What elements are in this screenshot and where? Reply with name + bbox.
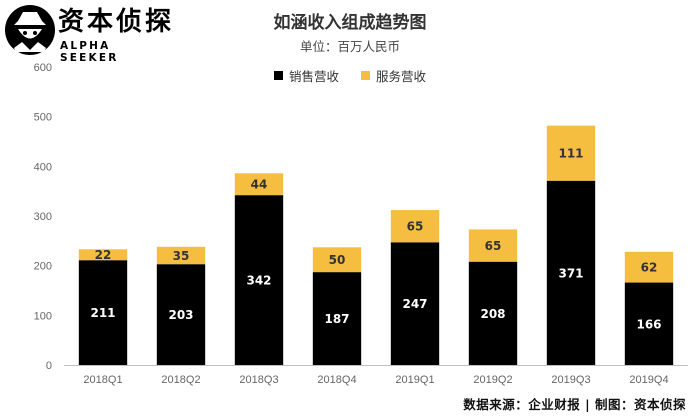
data-label-service: 111	[558, 147, 583, 161]
y-tick-label: 400	[34, 161, 52, 173]
data-label-service: 35	[173, 249, 190, 263]
data-label-sales: 187	[324, 312, 349, 326]
bar-sales	[546, 180, 596, 365]
x-tick-label: 2019Q3	[551, 374, 590, 386]
detective-icon	[5, 5, 55, 55]
data-label-sales: 247	[402, 297, 427, 311]
y-tick-label: 600	[34, 62, 52, 74]
source-note: 数据来源：企业财报 | 制图：资本侦探	[463, 397, 686, 412]
chart-title: 如涵收入组成趋势图	[273, 13, 427, 33]
legend-swatch-sales	[273, 71, 283, 80]
data-label-sales: 166	[636, 317, 661, 331]
bar-sales	[312, 272, 362, 365]
x-tick-label: 2019Q1	[395, 374, 434, 386]
bar-sales	[234, 195, 284, 365]
bar-service	[624, 251, 674, 283]
chart-subtitle: 单位：百万人民币	[299, 39, 400, 54]
bar-sales	[468, 261, 518, 365]
y-tick-label: 0	[46, 360, 52, 372]
data-label-sales: 203	[168, 308, 193, 322]
bar-sales	[78, 260, 128, 365]
x-tick-label: 2018Q1	[83, 374, 122, 386]
data-label-sales: 371	[558, 266, 583, 280]
bar-service	[468, 229, 518, 262]
y-tick-label: 100	[34, 310, 52, 322]
legend-label-service: 服务营收	[376, 69, 427, 84]
data-label-sales: 342	[246, 274, 271, 288]
brand-name: 资本侦探	[58, 7, 175, 37]
legend-label-sales: 销售营收	[288, 69, 339, 84]
legend-swatch-service	[361, 71, 370, 80]
y-tick-label: 300	[34, 211, 52, 223]
bar-service	[78, 249, 128, 261]
x-tick-label: 2018Q3	[239, 374, 278, 386]
chart-legend: 销售营收 服务营收	[0, 66, 700, 85]
data-label-service: 22	[95, 248, 112, 262]
data-label-service: 62	[641, 261, 658, 275]
bar-sales	[624, 282, 674, 365]
brand-tagline: ALPHA SEEKER	[60, 40, 119, 64]
bar-sales	[390, 242, 440, 365]
bar-service	[546, 125, 596, 181]
legend-item-service: 服务营收	[361, 66, 426, 85]
data-label-service: 65	[485, 239, 502, 253]
x-tick-label: 2018Q2	[161, 374, 200, 386]
y-tick-label: 500	[34, 112, 52, 124]
data-label-service: 65	[407, 220, 424, 234]
bar-service	[312, 247, 362, 273]
legend-item-sales: 销售营收	[273, 66, 339, 85]
bar-service	[156, 246, 206, 265]
bar-service	[234, 173, 284, 196]
x-tick-label: 2018Q4	[317, 374, 356, 386]
data-label-service: 44	[251, 178, 268, 192]
data-label-sales: 211	[90, 306, 115, 320]
bar-sales	[156, 264, 206, 365]
brand-logo: 资本侦探 ALPHA SEEKER	[4, 4, 175, 64]
x-tick-label: 2019Q2	[473, 374, 512, 386]
bar-service	[390, 210, 440, 243]
x-tick-label: 2019Q4	[629, 374, 668, 386]
y-tick-label: 200	[34, 261, 52, 273]
data-label-service: 50	[329, 253, 346, 267]
data-label-sales: 208	[480, 307, 505, 321]
